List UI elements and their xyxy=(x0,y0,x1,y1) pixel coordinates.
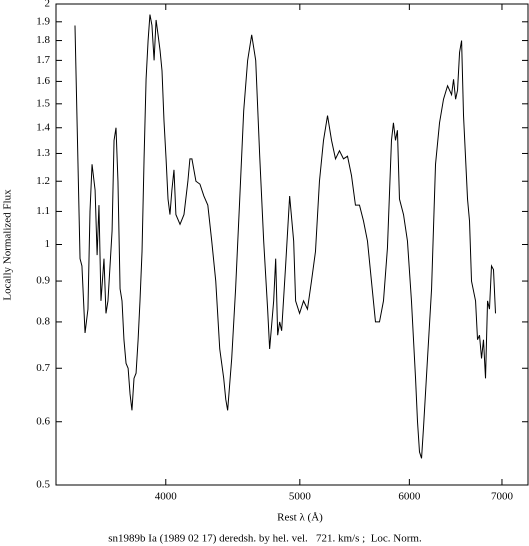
y-axis-label: Locally Normalized Flux xyxy=(2,189,14,301)
y-tick-label: 0.5 xyxy=(36,479,50,491)
y-tick-label: 1.5 xyxy=(36,97,50,109)
y-tick-label: 1.9 xyxy=(36,15,50,27)
y-tick-label: 2 xyxy=(45,0,51,10)
y-tick-label: 1.7 xyxy=(36,54,50,66)
y-tick-label: 1.4 xyxy=(36,121,50,133)
plot-frame xyxy=(55,3,529,486)
y-tick-label: 1.3 xyxy=(36,147,50,159)
y-tick-label: 0.8 xyxy=(36,315,50,327)
y-tick-label: 1.6 xyxy=(36,75,50,87)
x-tick-label: 6000 xyxy=(398,491,421,503)
spectrum-line xyxy=(74,14,496,459)
y-tick-label: 1.8 xyxy=(36,34,50,46)
x-tick-label: 5000 xyxy=(289,491,312,503)
caption: sn1989b Ia (1989 02 17) deredsh. by hel.… xyxy=(108,533,422,545)
y-tick-label: 1.2 xyxy=(36,175,50,187)
x-tick-label: 4000 xyxy=(155,491,178,503)
y-tick-label: 1.1 xyxy=(36,205,50,217)
y-tick-label: 0.6 xyxy=(36,415,50,427)
y-tick-label: 0.7 xyxy=(36,362,50,374)
y-tick-label: 1 xyxy=(45,238,51,250)
y-tick-label: 0.9 xyxy=(36,275,50,287)
x-tick-label: 7000 xyxy=(491,491,514,503)
x-axis-label: Rest λ (Å) xyxy=(277,512,323,524)
